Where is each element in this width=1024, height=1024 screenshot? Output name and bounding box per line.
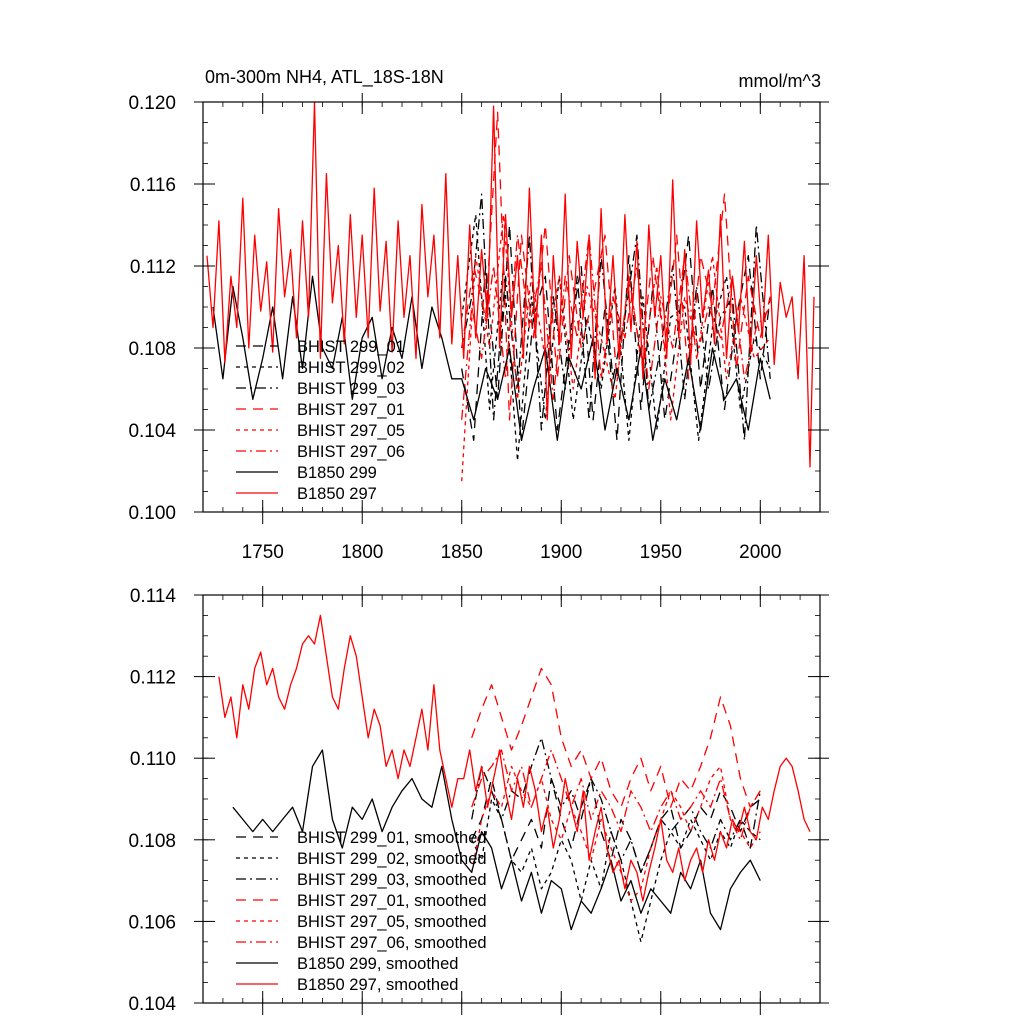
series-line-2: [461, 214, 771, 462]
y-tick-label: 0.112: [130, 257, 176, 278]
legend-label-4: BHIST 297_01, smoothed: [297, 892, 487, 910]
series-line-4: [471, 667, 761, 808]
series-line-1: [471, 777, 761, 874]
x-tick-label: 1850: [441, 542, 483, 563]
legend-label-6: BHIST 297_06, smoothed: [297, 934, 487, 952]
x-tick-label: 1800: [341, 542, 383, 563]
y-tick-label: 0.104: [128, 421, 176, 442]
top-panel-title: 0m-300m NH4, ATL_18S-18N: [205, 67, 444, 88]
y-tick-label: 0.108: [128, 831, 176, 852]
series-line-3: [471, 737, 761, 874]
y-tick-label: 0.116: [130, 175, 176, 196]
series-line-6: [461, 234, 771, 420]
x-tick-label: 2000: [739, 542, 781, 563]
series-line-5: [471, 765, 761, 902]
x-tick-label: 1950: [640, 542, 682, 563]
y-tick-label: 0.114: [130, 586, 177, 607]
series-line-7: [232, 749, 761, 931]
y-tick-label: 0.108: [128, 339, 176, 360]
legend-label-8: B1850 297: [297, 485, 377, 503]
x-tick-label: 1750: [242, 542, 284, 563]
legend-label-3: BHIST 299_03: [297, 380, 405, 398]
bottom-panel: 0.104 0.106 0.108 0.110 0.112 0.114 BHIST 299_…: [128, 586, 829, 1015]
y-tick-label: 0.106: [128, 912, 176, 933]
series-group: [206, 102, 815, 482]
legend-label-5: BHIST 297_05, smoothed: [297, 913, 487, 931]
legend-label-7: B1850 299, smoothed: [297, 955, 458, 973]
series-line-8: [218, 614, 811, 902]
y-tick-label: 0.100: [128, 503, 176, 524]
series-line-7: [212, 275, 771, 441]
top-panel: 0m-300m NH4, ATL_18S-18N mmol/m^3 0.100 0…: [128, 67, 829, 563]
y-tick-label: 0.110: [130, 749, 176, 770]
legend-label-2: BHIST 299_02, smoothed: [297, 850, 487, 868]
legend-label-4: BHIST 297_01: [297, 401, 405, 419]
series-line-8: [206, 102, 815, 468]
legend-label-1: BHIST 299_01, smoothed: [297, 829, 487, 847]
series-line-3: [461, 193, 771, 441]
legend-label-8: B1850 297, smoothed: [297, 976, 458, 994]
legend-label-3: BHIST 299_03, smoothed: [297, 871, 487, 889]
legend-label-5: BHIST 297_05: [297, 422, 405, 440]
legend: BHIST 299_01 BHIST 299_02 BHIST 299_03 BHIS…: [236, 338, 405, 503]
y-tick-label: 0.120: [128, 93, 176, 114]
series-group: [218, 614, 811, 943]
y-tick-label: 0.112: [130, 668, 176, 689]
series-line-2: [471, 798, 761, 943]
legend-label-1: BHIST 299_01: [297, 338, 405, 356]
legend-label-7: B1850 299: [297, 464, 377, 482]
x-tick-label: 1900: [540, 542, 582, 563]
series-line-6: [471, 749, 761, 841]
legend: BHIST 299_01, smoothed BHIST 299_02, smoo…: [236, 829, 487, 994]
plot-frame: [202, 594, 821, 1004]
series-line-4: [461, 111, 771, 421]
y-tick-label: 0.104: [128, 994, 176, 1015]
top-panel-units: mmol/m^3: [739, 71, 821, 91]
legend-label-6: BHIST 297_06: [297, 443, 405, 461]
legend-label-2: BHIST 299_02: [297, 359, 405, 377]
